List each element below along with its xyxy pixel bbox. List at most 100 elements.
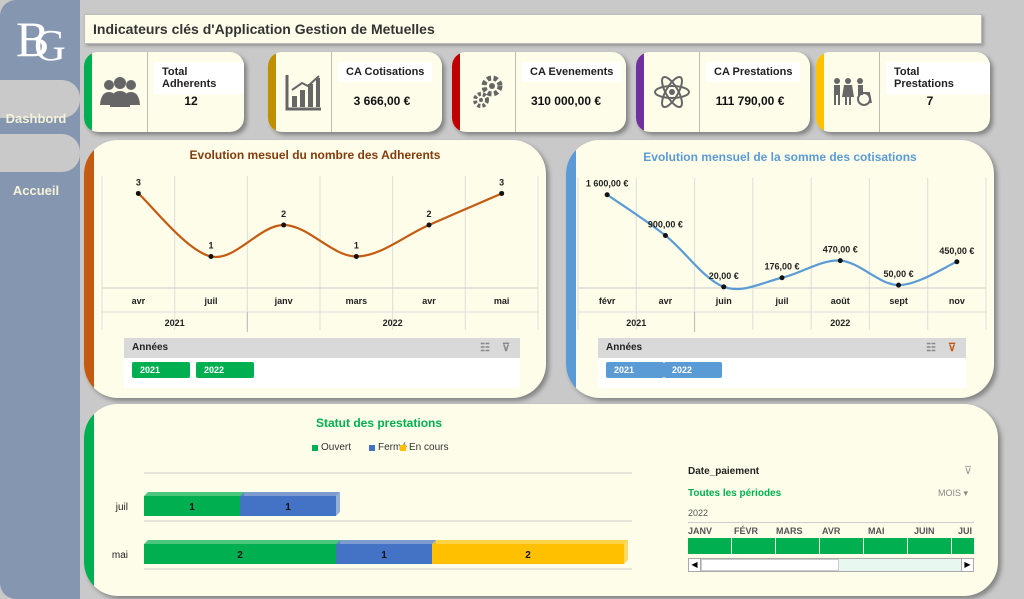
timeline-month[interactable]: JUIN xyxy=(914,526,935,536)
bar-top xyxy=(336,540,436,544)
data-label: 50,00 € xyxy=(884,269,914,279)
bar-data-label: 2 xyxy=(237,550,243,561)
logo: B G xyxy=(8,12,74,74)
x-tick-label: juin xyxy=(715,296,732,306)
legend-label: En cours xyxy=(409,442,449,453)
kpi-value: 3 666,00 € xyxy=(353,94,411,108)
x-group-label: 2022 xyxy=(830,318,850,328)
timeline-bar[interactable] xyxy=(688,538,974,554)
x-tick-label: janv xyxy=(274,296,293,306)
gears-icon xyxy=(460,52,516,132)
slicer-title: Années xyxy=(606,342,643,353)
bar-segment xyxy=(432,544,624,564)
x-tick-label: août xyxy=(831,296,850,306)
timeline-field: Date_paiement xyxy=(688,466,760,477)
nav-tab-spacer xyxy=(0,134,80,172)
prestations-bar-chart: juil 1 1 mai 2 1 2 xyxy=(112,472,632,570)
slicer-item-2022[interactable]: 2022 xyxy=(664,362,722,378)
kpi-label: CA Cotisations xyxy=(338,62,433,82)
bar-top xyxy=(432,540,628,544)
data-label: 3 xyxy=(499,177,504,187)
bar-top xyxy=(240,492,340,496)
y-tick-label: juil xyxy=(115,502,128,513)
kpi-label: CA Evenements xyxy=(522,62,622,82)
data-label: 900,00 € xyxy=(648,220,683,230)
years-slicer: Années ☷ ⊽ 2021 2022 xyxy=(124,338,520,388)
timeline-divider xyxy=(688,522,974,523)
kpi-stripe xyxy=(268,52,276,132)
timeline-period-label: Toutes les périodes xyxy=(688,488,782,499)
data-label: 450,00 € xyxy=(939,246,974,256)
nav-accueil[interactable]: Accueil xyxy=(12,182,60,198)
multi-select-icon[interactable]: ☷ xyxy=(926,342,936,354)
x-tick-label: avr xyxy=(422,296,436,306)
kpi-ca-prestations: CA Prestations 111 790,00 € xyxy=(636,52,810,132)
data-label: 20,00 € xyxy=(709,271,739,281)
x-tick-label: nov xyxy=(949,296,965,306)
years-slicer: Années ☷ ⊽ 2021 2022 xyxy=(598,338,966,388)
adherents-chart-panel: Evolution mesuel du nombre des Adherents… xyxy=(84,140,546,398)
slicer-item-2021[interactable]: 2021 xyxy=(606,362,664,378)
timeline-scrollbar[interactable]: ◀ ▶ xyxy=(688,558,974,572)
panel-stripe xyxy=(84,404,94,596)
sidebar: B G Dashbord Accueil xyxy=(0,0,80,599)
bar-segment xyxy=(144,496,240,516)
kpi-ca-cotisations: CA Cotisations 3 666,00 € xyxy=(268,52,442,132)
timeline-month[interactable]: MARS xyxy=(776,526,803,536)
prestations-panel: Statut des prestations Ouvert Fermé En c… xyxy=(84,404,998,596)
scroll-left-icon[interactable]: ◀ xyxy=(689,559,701,571)
timeline-month[interactable]: AVR xyxy=(822,526,841,536)
legend-swatch xyxy=(312,444,318,451)
scroll-right-icon[interactable]: ▶ xyxy=(961,559,973,571)
timeline-month[interactable]: JUI xyxy=(958,526,973,536)
panel-title: Statut des prestations xyxy=(316,416,443,430)
data-label: 2 xyxy=(426,209,431,219)
kpi-total-prestations: Total Prestations 7 xyxy=(816,52,990,132)
x-tick-label: avr xyxy=(659,296,673,306)
data-label: 470,00 € xyxy=(823,245,858,255)
data-point xyxy=(662,233,668,239)
data-point xyxy=(779,275,785,281)
x-group-label: 2021 xyxy=(165,318,185,328)
data-label: 1 600,00 € xyxy=(586,179,629,189)
clear-filter-icon[interactable]: ⊽ xyxy=(947,342,956,354)
bar-data-label: 1 xyxy=(381,550,387,561)
x-tick-label: juil xyxy=(204,296,218,306)
panel-stripe xyxy=(566,140,576,398)
legend-label: Fermé xyxy=(378,442,407,453)
bar-segment xyxy=(144,544,336,564)
x-tick-label: févr xyxy=(599,296,616,306)
clear-filter-icon[interactable]: ⊽ xyxy=(963,465,972,477)
legend-ouvert: Ouvert xyxy=(312,442,351,453)
bar-segment xyxy=(336,544,432,564)
timeline-level: MOIS xyxy=(938,488,962,498)
bar-segment xyxy=(240,496,336,516)
slicer-item-2021[interactable]: 2021 xyxy=(132,362,190,378)
x-tick-label: juil xyxy=(775,296,789,306)
multi-select-icon[interactable]: ☷ xyxy=(480,342,490,354)
data-label: 176,00 € xyxy=(764,262,799,272)
timeline-month[interactable]: JANV xyxy=(688,526,713,536)
kpi-value: 111 790,00 € xyxy=(715,94,785,108)
data-point xyxy=(721,284,727,290)
family-icon xyxy=(824,52,880,132)
kpi-label: Total Prestations xyxy=(886,62,990,94)
legend-ferme: Fermé xyxy=(369,442,407,453)
slicer-item-2022[interactable]: 2022 xyxy=(196,362,254,378)
data-point xyxy=(837,258,843,264)
scrollbar-thumb[interactable] xyxy=(701,559,839,571)
clear-filter-icon[interactable]: ⊽ xyxy=(501,342,510,354)
bar-data-label: 1 xyxy=(285,502,291,513)
atom-icon xyxy=(644,52,700,132)
timeline-year: 2022 xyxy=(688,508,709,518)
people-icon xyxy=(92,52,148,132)
nav-dashbord[interactable]: Dashbord xyxy=(5,110,67,126)
data-point xyxy=(896,282,902,288)
header-bar: Indicateurs clés d'Application Gestion d… xyxy=(84,14,982,44)
kpi-stripe xyxy=(452,52,460,132)
timeline-level-selector[interactable]: MOIS ▾ xyxy=(938,488,968,499)
data-point xyxy=(353,253,359,259)
timeline-month[interactable]: MAI xyxy=(868,526,885,536)
timeline-month[interactable]: FÉVR xyxy=(734,526,759,536)
y-tick-label: mai xyxy=(112,550,128,561)
